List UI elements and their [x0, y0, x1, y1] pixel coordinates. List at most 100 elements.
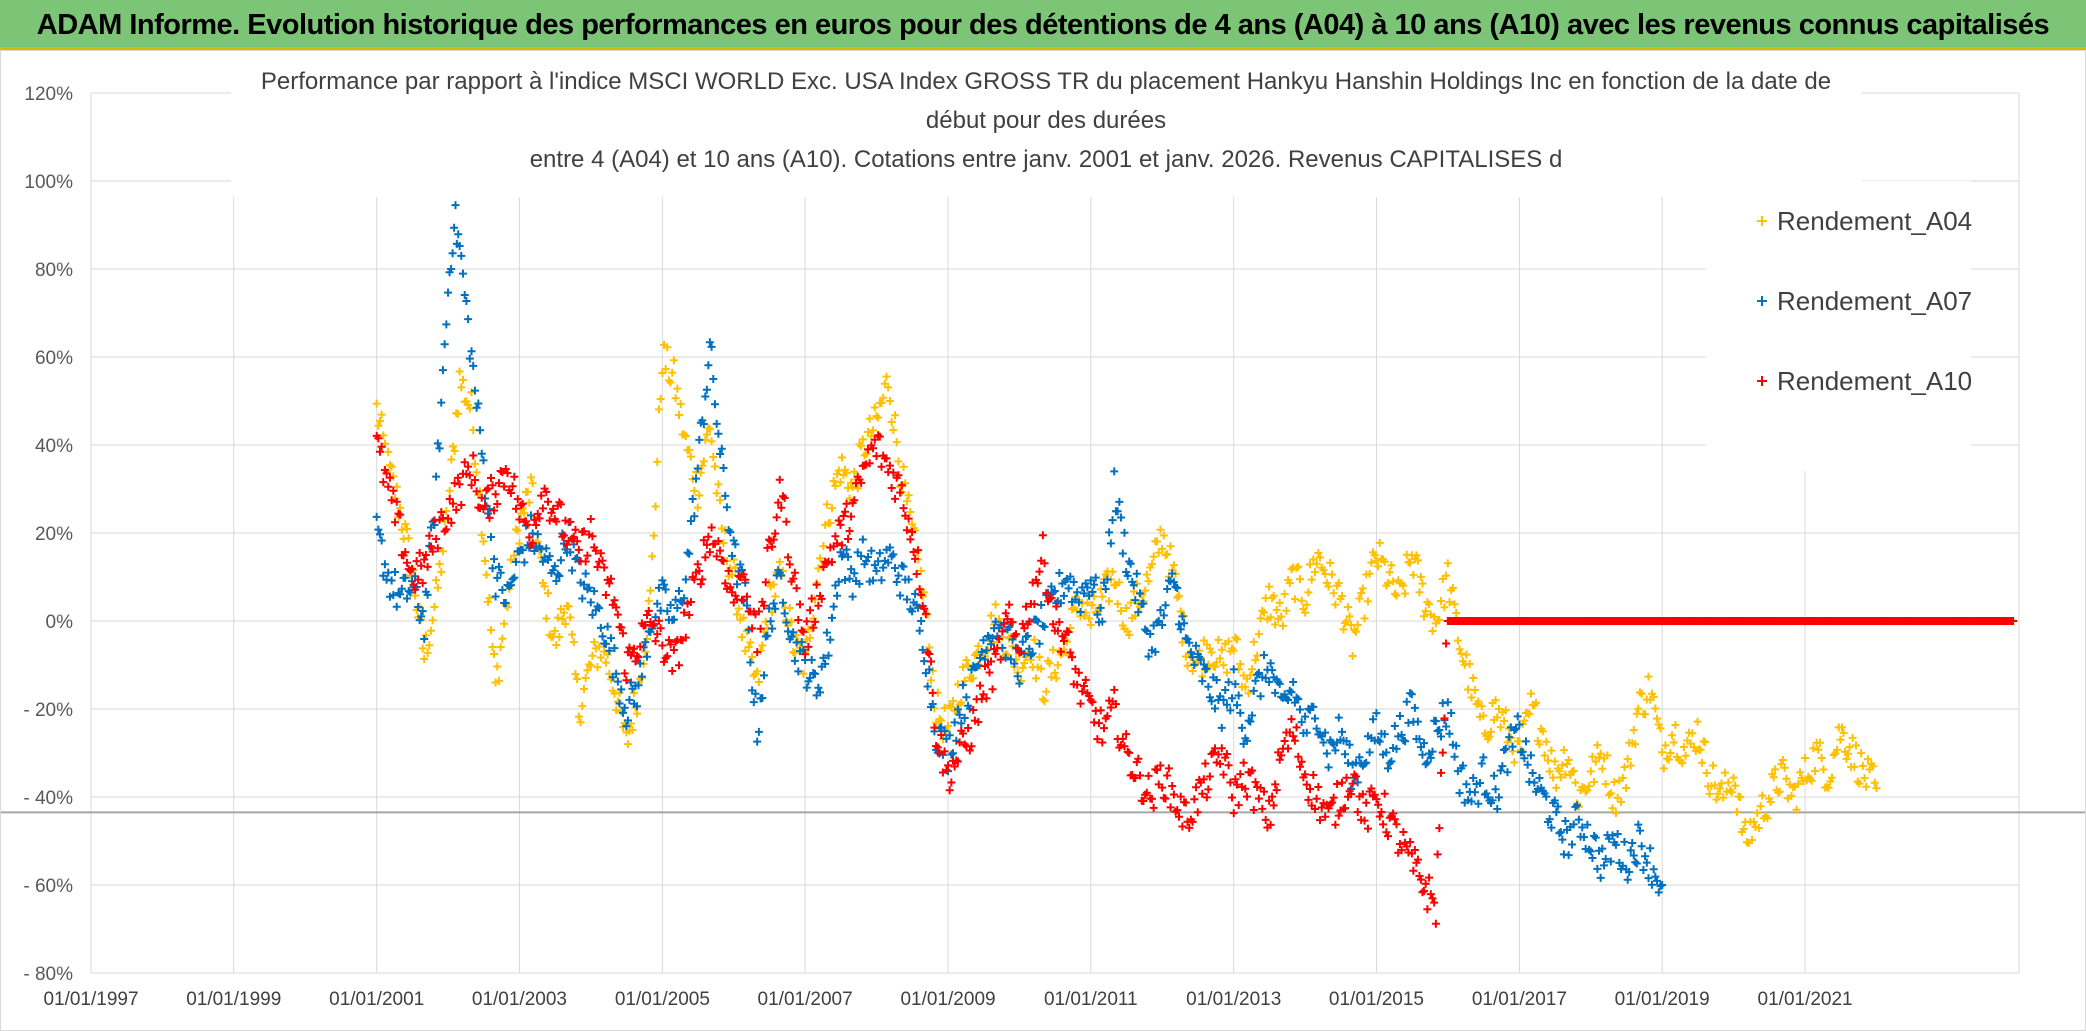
point-rendement-a10	[789, 574, 798, 583]
point-rendement-a07	[1479, 753, 1488, 762]
point-rendement-a07	[1558, 835, 1567, 844]
point-rendement-a04	[1845, 743, 1854, 752]
point-rendement-a04	[472, 468, 481, 477]
point-rendement-a10	[612, 603, 621, 612]
point-rendement-a07	[1297, 718, 1306, 727]
point-rendement-a07	[1470, 788, 1479, 797]
point-rendement-a07	[699, 420, 708, 429]
point-rendement-a04	[1717, 779, 1726, 788]
y-tick-label: 20%	[35, 524, 73, 545]
point-rendement-a10	[795, 600, 804, 609]
point-rendement-a04	[870, 403, 879, 412]
point-rendement-a10	[488, 481, 497, 490]
point-rendement-a07	[1574, 815, 1583, 824]
point-rendement-a04	[374, 421, 383, 430]
point-rendement-a10	[618, 629, 627, 638]
point-rendement-a10	[912, 569, 921, 578]
point-rendement-a04	[1474, 697, 1483, 706]
point-rendement-a10	[660, 657, 669, 666]
point-rendement-a07	[1322, 749, 1331, 758]
point-rendement-a10	[695, 566, 704, 575]
point-rendement-a10	[714, 537, 723, 546]
point-rendement-a10	[1226, 778, 1235, 787]
point-rendement-a07	[1186, 648, 1195, 657]
point-rendement-a04	[709, 453, 718, 462]
point-rendement-a04	[583, 666, 592, 675]
point-rendement-a07	[1437, 732, 1446, 741]
point-rendement-a07	[777, 571, 786, 580]
point-rendement-a07	[925, 665, 934, 674]
point-rendement-a04	[649, 531, 658, 540]
point-rendement-a07	[1498, 762, 1507, 771]
point-rendement-a04	[470, 459, 479, 468]
point-rendement-a04	[450, 446, 459, 455]
point-rendement-a07	[1056, 599, 1065, 608]
point-rendement-a10	[1280, 737, 1289, 746]
point-rendement-a04	[482, 570, 491, 579]
point-rendement-a04	[1169, 561, 1178, 570]
point-rendement-a04	[948, 697, 957, 706]
point-rendement-a07	[1302, 728, 1311, 737]
point-rendement-a07	[1069, 577, 1078, 586]
point-rendement-a10	[1249, 805, 1258, 814]
point-rendement-a07	[387, 576, 396, 585]
point-rendement-a04	[1510, 758, 1519, 767]
point-rendement-a04	[879, 393, 888, 402]
point-rendement-a10	[1216, 759, 1225, 768]
point-rendement-a04	[1260, 608, 1268, 617]
point-rendement-a10	[663, 652, 672, 661]
point-rendement-a07	[479, 456, 488, 465]
point-rendement-a07	[1362, 758, 1371, 767]
point-rendement-a04	[1290, 595, 1299, 604]
point-rendement-a10	[1260, 787, 1268, 796]
point-rendement-a07	[1275, 679, 1284, 688]
point-rendement-a10	[1106, 703, 1115, 712]
x-tick-label: 01/01/1999	[186, 989, 281, 1010]
point-rendement-a10	[958, 729, 967, 738]
point-rendement-a10	[1433, 850, 1442, 859]
point-rendement-a07	[1079, 589, 1088, 598]
point-rendement-a10	[1040, 559, 1049, 568]
point-rendement-a04	[845, 494, 854, 503]
point-rendement-a10	[748, 624, 757, 633]
point-rendement-a04	[1269, 591, 1278, 600]
point-rendement-a04	[1467, 693, 1476, 702]
point-rendement-a04	[1249, 637, 1258, 646]
point-rendement-a10	[1181, 798, 1190, 807]
point-rendement-a10	[610, 596, 619, 605]
point-rendement-a07	[1528, 769, 1537, 778]
point-rendement-a04	[1158, 544, 1167, 553]
point-rendement-a10	[401, 548, 410, 557]
point-rendement-a04	[1312, 559, 1321, 568]
point-rendement-a10	[777, 503, 786, 512]
point-rendement-a10	[844, 534, 853, 543]
point-rendement-a10	[493, 500, 502, 509]
point-rendement-a04	[863, 427, 872, 436]
point-rendement-a10	[408, 564, 417, 573]
point-rendement-a10	[1290, 736, 1299, 745]
point-rendement-a04	[559, 608, 568, 617]
point-rendement-a10	[937, 731, 946, 740]
point-rendement-a07	[736, 560, 745, 569]
point-rendement-a04	[1244, 689, 1253, 698]
point-rendement-a07	[1199, 660, 1208, 669]
point-rendement-a04	[1175, 591, 1183, 600]
point-rendement-a10	[566, 517, 575, 526]
point-rendement-a10	[517, 501, 526, 510]
point-rendement-a04	[1702, 769, 1711, 778]
point-rendement-a04	[510, 551, 519, 560]
point-rendement-a10	[775, 475, 784, 484]
point-rendement-a10	[666, 640, 675, 649]
point-rendement-a04	[741, 647, 750, 656]
chart-title-line: début pour des durées	[926, 107, 1166, 134]
point-rendement-a07	[490, 555, 499, 564]
point-rendement-a04	[1358, 584, 1367, 593]
point-rendement-a10	[1423, 905, 1432, 914]
title-backdrop	[231, 57, 1861, 197]
point-rendement-a10	[622, 676, 631, 685]
point-rendement-a04	[1149, 552, 1158, 561]
point-rendement-a07	[746, 658, 755, 667]
point-rendement-a04	[1739, 825, 1748, 834]
point-rendement-a10	[1261, 815, 1270, 824]
point-rendement-a07	[702, 385, 711, 394]
